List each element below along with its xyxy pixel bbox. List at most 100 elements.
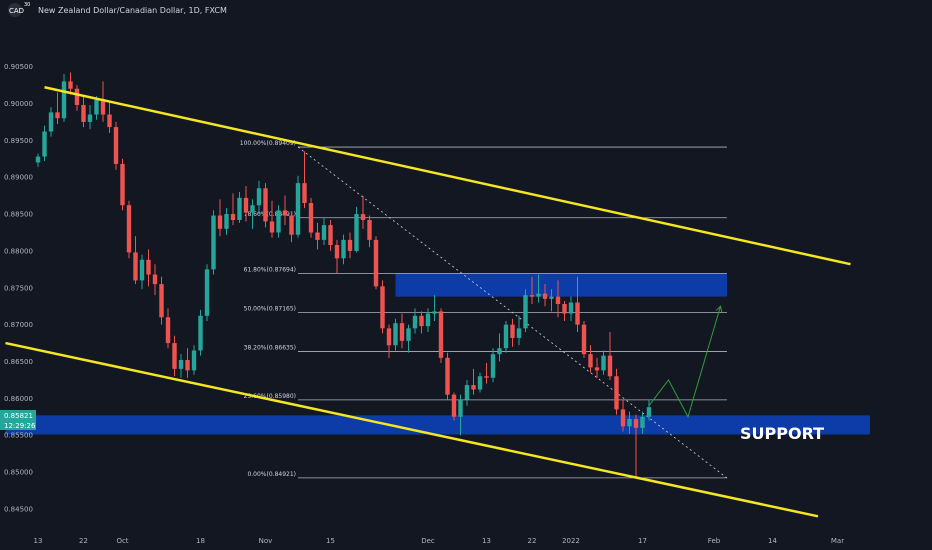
candle-body [100,99,106,115]
fib-retracement[interactable]: 100.00%(0.89409) 78.60%(0.88491) 61.80%(0.… [240,140,728,479]
candle [198,309,203,356]
candle-body [107,114,112,128]
chart-header: CAD 30 New Zealand Dollar/Canadian Dolla… [8,2,227,17]
current-price-badge: 0.85821 12:29:26 [0,410,36,430]
symbol-badge-icon[interactable] [8,3,22,17]
candle-body [458,399,463,417]
candle [614,368,619,415]
axes-layer: 0.90500 0.90000 0.89500 0.89000 0.88500 0.880… [4,63,844,545]
candle [217,199,223,237]
candle-body [35,156,41,163]
candle [289,212,294,243]
symbol-badge: CAD [9,7,24,15]
support-zone[interactable] [5,415,871,435]
candle [295,175,301,238]
candle-body [250,205,255,213]
candle [633,414,639,478]
fib-level-label: 0.00%(0.84921) [247,471,296,478]
candle [620,399,626,432]
candle-body [581,324,587,355]
x-axis-tick-label: 17 [638,537,647,545]
candle [113,121,119,170]
x-axis-tick-label: 18 [196,537,205,545]
candle-body [575,302,580,325]
candle [575,276,580,333]
candle-body [516,328,522,338]
candle-body [419,315,424,327]
candle [646,399,652,421]
candle [159,276,164,325]
candle [61,74,67,122]
candle-body [425,313,431,327]
candle [120,158,125,211]
candle-body [601,355,606,371]
candle [42,125,47,161]
candle [107,102,112,133]
x-axis-tick-label: Nov [259,537,273,545]
candle [185,348,190,378]
candle [341,234,346,265]
fib-level-label: 61.80%(0.87694) [244,266,296,273]
fib-level-label: 78.60%(0.88491) [244,211,296,218]
candle [74,85,80,111]
projection-arrow-path[interactable] [648,306,721,419]
candle [354,206,359,253]
projection-arrowhead-icon [715,305,723,313]
x-axis-tick-label: Oct [116,537,128,545]
candle-body [614,376,619,410]
trend-lines[interactable] [5,86,851,518]
candle-body [178,360,184,369]
candle-body [42,131,47,157]
y-axis-tick-label: 0.86500 [4,358,33,366]
candle [445,352,450,400]
candle [399,313,405,349]
candle [165,308,171,349]
y-axis-tick-label: 0.87000 [4,321,33,329]
candle-body [282,210,288,216]
fib-trend-dotted-line[interactable] [297,146,728,479]
x-axis-tick-label: Dec [421,537,435,545]
candle [347,232,353,259]
candle [393,318,398,351]
candle [380,280,385,334]
x-axis-tick-label: 22 [528,537,537,545]
candle [172,335,177,377]
candle-body [373,239,379,287]
candle [178,354,184,378]
candle-body [438,311,444,358]
candle [204,264,210,321]
candle-body [542,293,548,299]
candle [230,193,236,226]
candle [477,372,483,393]
candle [406,324,411,353]
candle [484,362,489,384]
candle [568,296,574,321]
candle-body [263,188,268,222]
y-axis-tick-label: 0.85500 [4,432,33,440]
candle-body [302,183,307,204]
candle-body [237,197,242,220]
candle [94,96,99,120]
resistance-zone[interactable] [395,273,728,297]
candle-body [607,355,613,377]
candle-body [399,323,405,341]
candle-body [126,205,132,253]
candle [191,345,197,375]
upper-channel-line[interactable] [44,86,851,266]
candle [35,153,41,167]
lower-channel-line[interactable] [5,341,819,518]
candle [68,72,73,95]
candle [640,411,645,434]
candle-body [152,274,158,285]
candle-body [562,304,567,314]
y-axis-tick-label: 0.86000 [4,395,33,403]
candle-body [497,348,502,355]
candle-body [94,99,99,115]
y-axis-tick-label: 0.90000 [4,100,33,108]
candle-body [55,112,60,119]
candle-body [347,239,353,251]
candle [302,151,307,209]
candle [133,236,138,285]
